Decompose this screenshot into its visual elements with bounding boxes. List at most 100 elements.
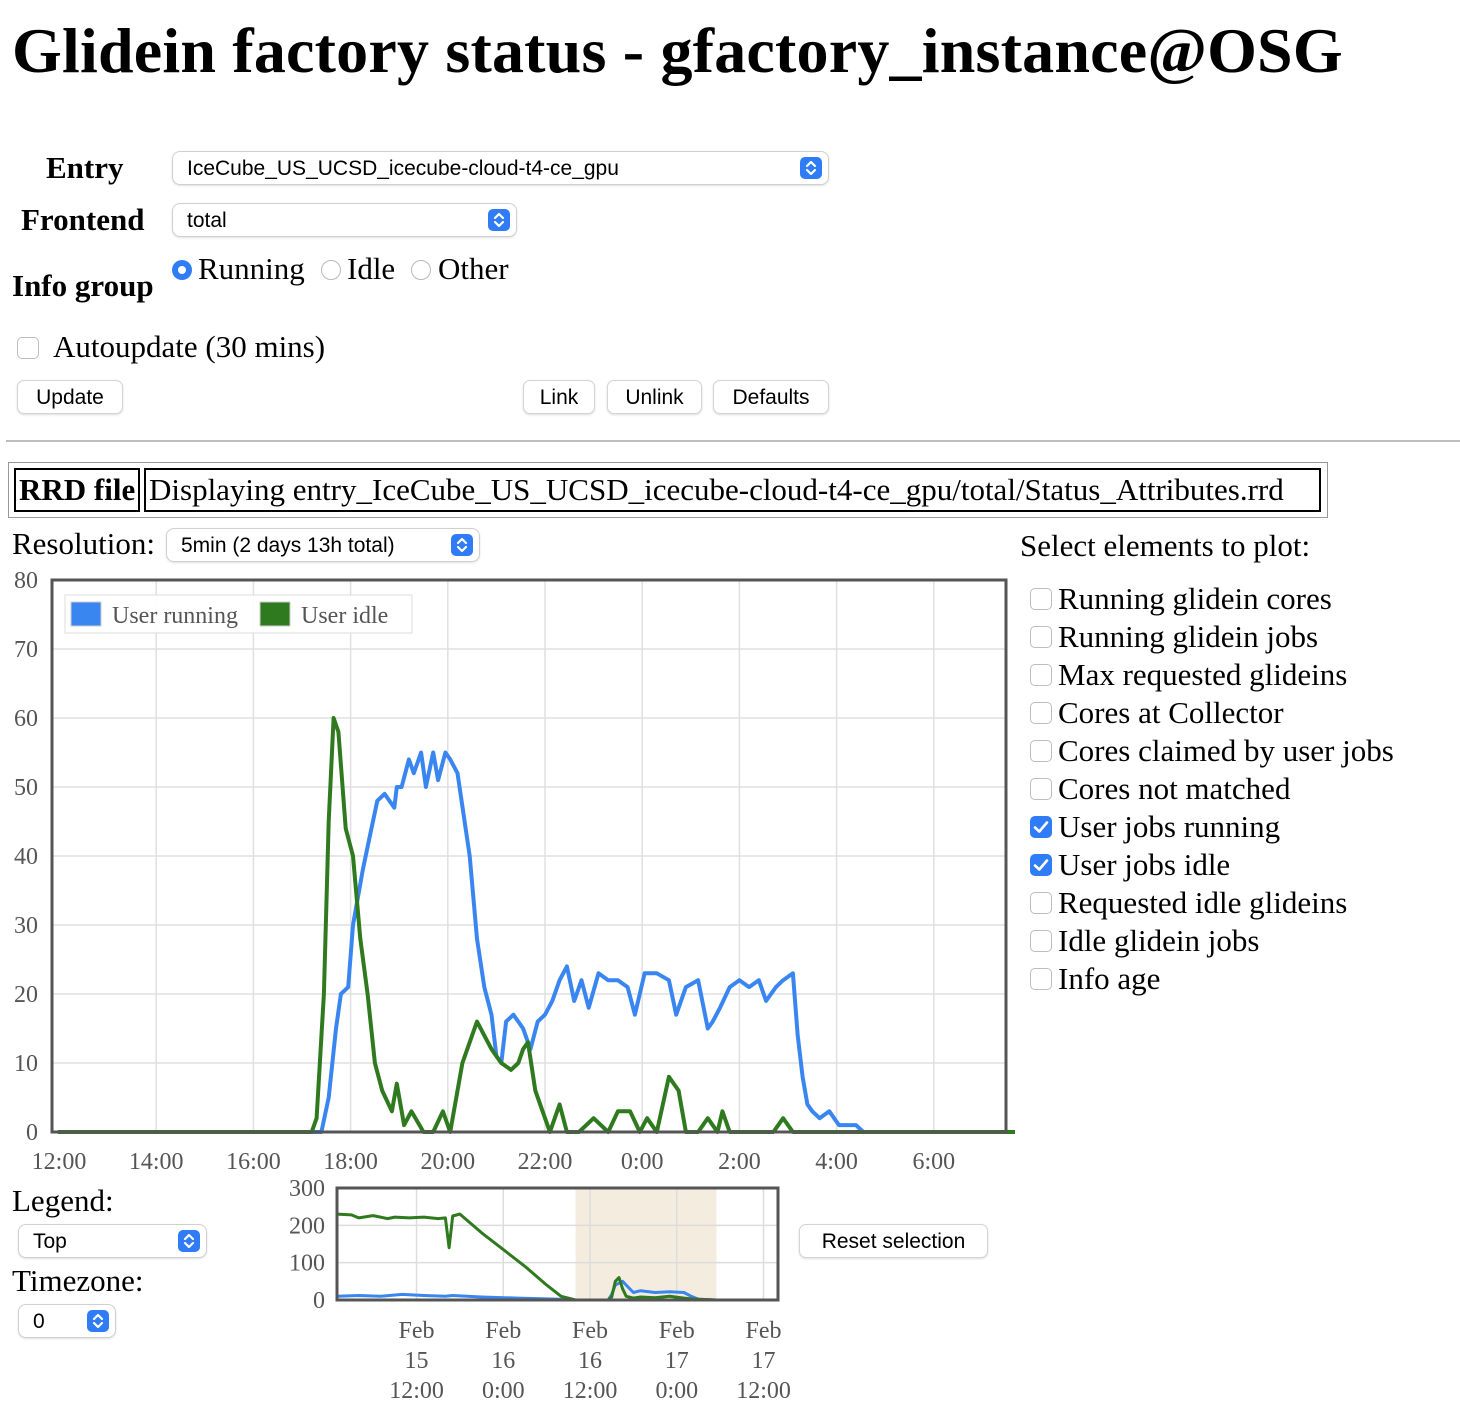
y-tick-label: 80 (14, 568, 38, 594)
unlink-button[interactable]: Unlink (607, 380, 702, 414)
legend-box (64, 594, 413, 634)
chart-frame (50, 578, 1008, 1134)
plot-element-label: User jobs idle (1058, 847, 1231, 882)
legend-swatch-idle (259, 601, 291, 627)
y-tick-label: 50 (14, 775, 38, 801)
plot-element-checkbox[interactable] (1030, 930, 1052, 952)
select-arrows-icon (178, 1230, 200, 1252)
plot-element-checkbox[interactable] (1030, 968, 1052, 990)
resolution-select-value: 5min (2 days 13h total) (181, 534, 395, 557)
overview-y-tick-label: 300 (289, 1178, 325, 1202)
overview-x-tick-label: Feb 15 12:00 (389, 1318, 444, 1404)
plot-element-checkbox[interactable] (1030, 702, 1052, 724)
select-arrows-icon (800, 157, 822, 179)
x-tick-label: 4:00 (815, 1149, 858, 1175)
plot-element-label: Cores not matched (1058, 771, 1291, 806)
plot-element-label: Cores at Collector (1058, 695, 1284, 730)
overview-y-tick-label: 100 (289, 1251, 325, 1277)
plot-element-checkbox[interactable] (1030, 626, 1052, 648)
plot-element-checkbox[interactable] (1030, 664, 1052, 686)
rrd-table: RRD file Displaying entry_IceCube_US_UCS… (8, 462, 1328, 518)
plot-element-checkbox[interactable] (1030, 892, 1052, 914)
x-tick-label: 20:00 (420, 1149, 475, 1175)
x-tick-label: 16:00 (226, 1149, 281, 1175)
legend-position-value: Top (33, 1230, 67, 1253)
plot-element-label: Max requested glideins (1058, 657, 1348, 692)
frontend-select[interactable]: total (172, 203, 517, 237)
x-tick-label: 0:00 (621, 1149, 664, 1175)
select-arrows-icon (488, 209, 510, 231)
update-button[interactable]: Update (17, 380, 123, 414)
overview-y-tick-label: 0 (313, 1288, 325, 1314)
radio-other[interactable] (411, 260, 431, 280)
link-button[interactable]: Link (523, 380, 595, 414)
overview-x-tick-label: Feb 16 12:00 (563, 1318, 618, 1404)
x-tick-label: 6:00 (912, 1149, 955, 1175)
legend-position-select[interactable]: Top (18, 1224, 207, 1258)
rrd-file-path: Displaying entry_IceCube_US_UCSD_icecube… (144, 468, 1321, 512)
x-tick-label: 18:00 (323, 1149, 378, 1175)
info-group-label: Info group (12, 268, 154, 303)
legend-position-label: Legend: (12, 1183, 114, 1218)
radio-running[interactable] (172, 260, 192, 280)
y-tick-label: 20 (14, 982, 38, 1008)
plot-element-label: Idle glidein jobs (1058, 923, 1260, 958)
radio-other-label: Other (438, 251, 509, 286)
frontend-select-value: total (187, 209, 227, 232)
legend-swatch-running (70, 601, 102, 627)
plot-element-checkbox[interactable] (1030, 588, 1052, 610)
legend-label-idle: User idle (301, 603, 388, 629)
x-tick-label: 12:00 (32, 1149, 87, 1175)
entry-select-value: IceCube_US_UCSD_icecube-cloud-t4-ce_gpu (187, 157, 619, 180)
plot-elements-title: Select elements to plot: (1020, 528, 1311, 563)
timezone-value: 0 (33, 1310, 45, 1333)
plot-element-label: Requested idle glideins (1058, 885, 1348, 920)
plot-element-checkbox[interactable] (1030, 854, 1052, 876)
x-tick-label: 22:00 (518, 1149, 573, 1175)
resolution-select[interactable]: 5min (2 days 13h total) (166, 528, 480, 562)
plot-element-checkbox[interactable] (1030, 778, 1052, 800)
autoupdate-label: Autoupdate (30 mins) (53, 329, 326, 364)
overview-series-line-user-idle (336, 1212, 778, 1302)
overview-x-tick-label: Feb 16 0:00 (482, 1318, 525, 1404)
plot-element-checkbox[interactable] (1030, 816, 1052, 838)
entry-label: Entry (46, 150, 124, 185)
radio-idle[interactable] (321, 260, 341, 280)
main-chart[interactable]: 0 10 20 30 40 50 60 70 80 12:00 14:00 16:00 18:00 20:… (0, 560, 1015, 1180)
autoupdate-checkbox[interactable] (17, 337, 39, 359)
overview-selection-range (575, 1188, 717, 1300)
x-tick-label: 2:00 (718, 1149, 761, 1175)
series-line-user-idle (57, 716, 1015, 1134)
resolution-label: Resolution: (12, 526, 155, 561)
chart-legend: User running User idle (64, 594, 413, 634)
frontend-label: Frontend (21, 202, 145, 237)
timezone-select[interactable]: 0 (18, 1304, 116, 1338)
plot-element-label: Cores claimed by user jobs (1058, 733, 1394, 768)
plot-element-label: User jobs running (1058, 809, 1281, 844)
overview-frame (335, 1186, 780, 1302)
select-arrows-icon (87, 1310, 109, 1332)
select-arrows-icon (451, 534, 473, 556)
timezone-label: Timezone: (12, 1263, 144, 1298)
overview-y-tick-label: 200 (289, 1213, 325, 1239)
plot-element-checkbox[interactable] (1030, 740, 1052, 762)
y-tick-label: 30 (14, 913, 38, 939)
overview-x-tick-label: Feb 17 0:00 (655, 1318, 698, 1404)
radio-idle-label: Idle (347, 251, 396, 286)
page-title: Glidein factory status - gfactory_instan… (12, 15, 1343, 86)
plot-element-label: Running glidein jobs (1058, 619, 1319, 654)
y-tick-label: 70 (14, 637, 38, 663)
y-tick-label: 60 (14, 706, 38, 732)
x-tick-label: 14:00 (129, 1149, 184, 1175)
series-line-user-running (57, 750, 1015, 1134)
reset-selection-button[interactable]: Reset selection (799, 1224, 988, 1258)
divider (6, 440, 1460, 442)
entry-select[interactable]: IceCube_US_UCSD_icecube-cloud-t4-ce_gpu (172, 151, 829, 185)
overview-x-tick-label: Feb 17 12:00 (736, 1318, 791, 1404)
y-tick-label: 40 (14, 844, 38, 870)
rrd-file-label: RRD file (14, 468, 140, 512)
radio-running-label: Running (198, 251, 305, 286)
overview-chart[interactable]: 0 100 200 300 Feb 15 12:00 Feb 16 0:00 Feb 16 12:00 F… (270, 1178, 800, 1408)
defaults-button[interactable]: Defaults (713, 380, 829, 414)
legend-label-running: User running (112, 603, 238, 629)
